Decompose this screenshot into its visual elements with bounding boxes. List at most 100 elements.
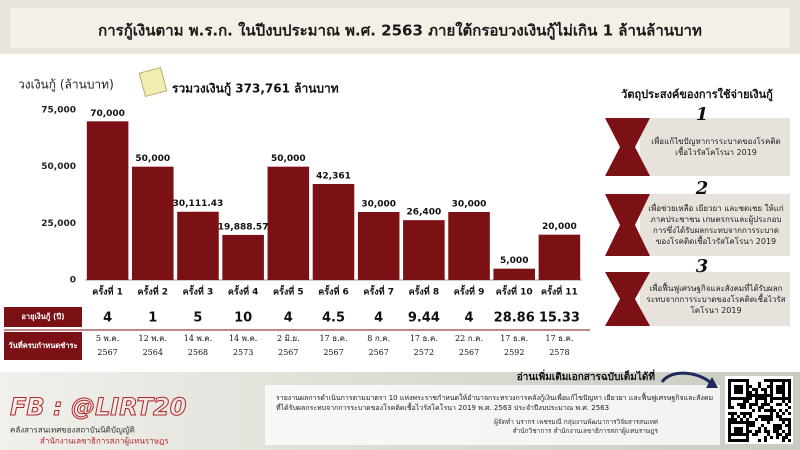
due-year: 2567 xyxy=(369,348,389,357)
qr-module xyxy=(734,388,737,391)
qr-module xyxy=(782,400,785,403)
qr-module xyxy=(734,433,737,436)
qr-module xyxy=(758,394,761,397)
qr-module xyxy=(788,397,791,400)
qr-module xyxy=(728,418,731,421)
qr-module xyxy=(785,424,788,427)
qr-module xyxy=(776,424,779,427)
qr-module xyxy=(770,418,773,421)
qr-module xyxy=(746,388,749,391)
qr-module xyxy=(743,406,746,409)
qr-module xyxy=(740,391,743,394)
qr-module xyxy=(767,379,770,382)
qr-module xyxy=(746,394,749,397)
qr-module xyxy=(755,394,758,397)
qr-module xyxy=(734,397,737,400)
value-label: 30,111.43 xyxy=(173,199,224,209)
qr-module xyxy=(755,418,758,421)
x-tick-label: ครั้งที่ 8 xyxy=(409,285,440,298)
qr-module xyxy=(761,388,764,391)
qr-module xyxy=(740,403,743,406)
value-label: 5,000 xyxy=(500,256,528,266)
qr-module xyxy=(779,433,782,436)
qr-module xyxy=(731,433,734,436)
qr-module xyxy=(761,403,764,406)
arrow xyxy=(660,371,714,386)
y-tick-label: 25,000 xyxy=(41,219,76,229)
bar xyxy=(403,220,445,280)
qr-module xyxy=(770,400,773,403)
value-label: 50,000 xyxy=(271,154,306,164)
qr-module xyxy=(764,409,767,412)
qr-module xyxy=(785,397,788,400)
qr-module xyxy=(761,415,764,418)
qr-module xyxy=(758,415,761,418)
qr-module xyxy=(785,379,788,382)
qr-module xyxy=(737,421,740,424)
qr-module xyxy=(740,412,743,415)
qr-module xyxy=(776,388,779,391)
due-date: 17 ธ.ค. xyxy=(319,334,347,343)
value-label: 50,000 xyxy=(135,154,170,164)
x-tick-label: ครั้งที่ 3 xyxy=(183,285,214,298)
qr-module xyxy=(752,409,755,412)
due-year: 2567 xyxy=(97,348,117,357)
qr-module xyxy=(743,412,746,415)
qr-module xyxy=(740,406,743,409)
qr-module xyxy=(770,394,773,397)
qr-module xyxy=(788,439,791,442)
y-axis-label: วงเงินกู้ (ล้านบาท) xyxy=(18,78,114,93)
loan-term: 10 xyxy=(234,311,252,326)
due-year: 2567 xyxy=(323,348,343,357)
qr-module xyxy=(758,406,761,409)
qr-module xyxy=(788,424,791,427)
qr-module xyxy=(743,403,746,406)
y-tick-label: 0 xyxy=(70,276,76,286)
qr-module xyxy=(788,427,791,430)
bar xyxy=(493,268,536,280)
qr-module xyxy=(728,388,731,391)
qr-module xyxy=(785,418,788,421)
due-date: 14 พ.ค. xyxy=(184,334,212,343)
arrow-head xyxy=(706,377,718,388)
qr-module xyxy=(728,379,731,382)
qr-module xyxy=(788,418,791,421)
due-date: 17 ธ.ค. xyxy=(500,334,528,343)
footer-panel xyxy=(265,385,720,445)
qr-module xyxy=(767,433,770,436)
qr-module xyxy=(752,394,755,397)
chart-title: การกู้เงินตาม พ.ร.ก. ในปีงบประมาณ พ.ศ. 2… xyxy=(98,21,702,41)
qr-module xyxy=(749,385,752,388)
qr-module xyxy=(728,439,731,442)
qr-module xyxy=(743,439,746,442)
qr-module xyxy=(737,388,740,391)
loan-term: 4 xyxy=(103,311,112,326)
qr-module xyxy=(734,379,737,382)
qr-module xyxy=(755,391,758,394)
due-year: 2564 xyxy=(143,348,163,357)
qr-module xyxy=(728,406,731,409)
qr-module xyxy=(731,406,734,409)
qr-module xyxy=(770,388,773,391)
loan-term: 4 xyxy=(284,311,293,326)
annotation: รวมวงเงินกู้ 373,761 ล้านบาท xyxy=(172,82,339,97)
bar xyxy=(177,211,219,280)
value-label: 20,000 xyxy=(542,222,577,232)
qr-module xyxy=(773,409,776,412)
objective-text: เพื่อช่วยเหลือ เยียวยา และชดเชย ให้แก่ภา… xyxy=(648,204,784,246)
qr-module xyxy=(770,385,773,388)
qr-module xyxy=(776,427,779,430)
qr-module xyxy=(785,436,788,439)
qr-module xyxy=(776,433,779,436)
qr-module xyxy=(779,415,782,418)
qr-module xyxy=(779,385,782,388)
qr-module xyxy=(773,424,776,427)
qr-module xyxy=(779,391,782,394)
qr-module xyxy=(743,379,746,382)
qr-module xyxy=(749,406,752,409)
qr-module xyxy=(731,415,734,418)
qr-module xyxy=(770,382,773,385)
qr-module xyxy=(731,439,734,442)
qr-module xyxy=(770,391,773,394)
qr-module xyxy=(752,424,755,427)
